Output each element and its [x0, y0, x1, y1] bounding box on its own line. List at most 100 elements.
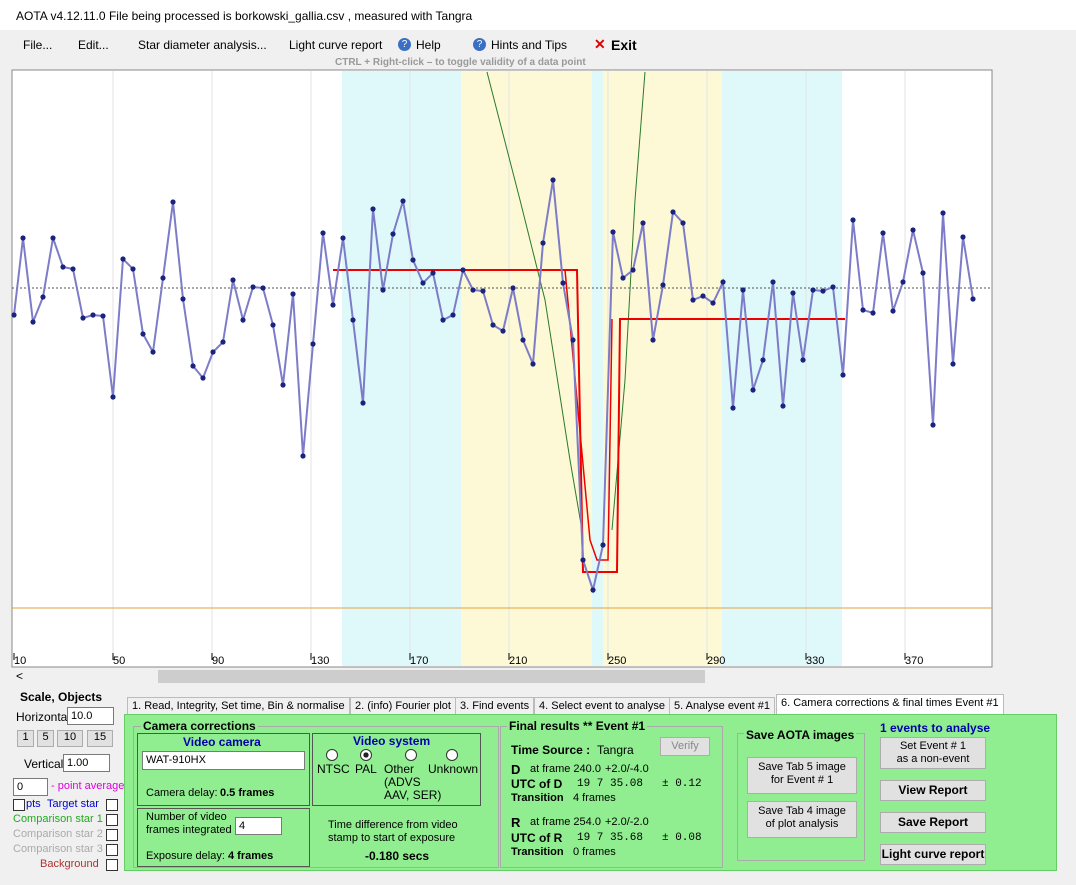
data-point: [70, 266, 76, 272]
scale-button[interactable]: 15: [87, 730, 113, 747]
data-point: [360, 400, 366, 406]
radio[interactable]: [446, 749, 458, 761]
object-checkbox[interactable]: [106, 844, 118, 856]
data-point: [630, 267, 636, 273]
vertical-input[interactable]: 1.00: [63, 754, 110, 772]
horizontal-input[interactable]: 10.0: [67, 707, 114, 725]
data-point: [230, 277, 236, 283]
scale-button[interactable]: 1: [17, 730, 34, 747]
menu-light-curve[interactable]: Light curve report: [289, 38, 383, 52]
camera-select[interactable]: WAT-910HX: [142, 751, 305, 770]
data-point: [760, 357, 766, 363]
utc-r-error: ± 0.08: [662, 832, 702, 844]
menu-star-diameter[interactable]: Star diameter analysis...: [138, 38, 267, 52]
data-point: [490, 322, 496, 328]
system-label: Other: [384, 762, 415, 776]
data-point: [220, 339, 226, 345]
menu-exit[interactable]: Exit: [611, 37, 637, 53]
object-checkbox[interactable]: [106, 859, 118, 871]
data-point: [330, 302, 336, 308]
save-tab4-button[interactable]: Save Tab 4 image of plot analysis: [747, 801, 857, 838]
data-point: [910, 227, 916, 233]
save-tab5-button[interactable]: Save Tab 5 image for Event # 1: [747, 757, 857, 794]
data-point: [210, 349, 216, 355]
camera-delay: 0.5 frames: [220, 787, 275, 799]
data-point: [790, 290, 796, 296]
object-checkbox[interactable]: [106, 799, 118, 811]
data-point: [740, 287, 746, 293]
time-diff-label: stamp to start of exposure: [328, 832, 456, 844]
scale-button[interactable]: 5: [37, 730, 54, 747]
menu-hints[interactable]: Hints and Tips: [491, 38, 568, 52]
system-label: Unknown: [428, 762, 479, 776]
data-point: [350, 317, 356, 323]
radio[interactable]: [326, 749, 338, 761]
tab-active[interactable]: 6. Camera corrections & final times Even…: [776, 694, 1004, 715]
video-system-group: [312, 733, 481, 806]
tab[interactable]: 3. Find events: [455, 697, 535, 715]
data-point: [600, 542, 606, 548]
x-tick-label: 90: [212, 655, 224, 667]
tab[interactable]: 1. Read, Integrity, Set time, Bin & norm…: [127, 697, 350, 715]
menu-help[interactable]: Help: [416, 38, 441, 52]
transition-label: Transition: [511, 792, 564, 804]
view-report-button[interactable]: View Report: [880, 780, 986, 801]
data-point: [480, 288, 486, 294]
save-report-button[interactable]: Save Report: [880, 812, 986, 833]
non-event-button[interactable]: Set Event # 1 as a non-event: [880, 737, 986, 769]
data-point: [650, 337, 656, 343]
lc-report-button[interactable]: Light curve report: [880, 844, 986, 865]
pts-label: pts: [26, 798, 41, 810]
menu-file[interactable]: File...: [23, 38, 53, 52]
data-point: [90, 312, 96, 318]
x-tick-label: 10: [14, 655, 26, 667]
data-point: [730, 405, 736, 411]
system-note: AAV, SER): [384, 788, 442, 802]
x-tick-label: 170: [410, 655, 428, 667]
object-checkbox[interactable]: [106, 814, 118, 826]
utc-d-error: ± 0.12: [662, 778, 702, 790]
menu-edit[interactable]: Edit...: [78, 38, 109, 52]
time-diff: -0.180 secs: [365, 849, 430, 863]
camera-heading: Camera corrections: [141, 719, 258, 733]
data-point: [540, 240, 546, 246]
radio[interactable]: [405, 749, 417, 761]
hint: CTRL + Right-click – to toggle validity …: [335, 57, 586, 68]
pts-checkbox[interactable]: [13, 799, 25, 811]
frames-select[interactable]: 4: [235, 817, 282, 835]
verify-button[interactable]: Verify: [660, 737, 710, 756]
tab[interactable]: 2. (info) Fourier plot: [350, 697, 456, 715]
object-checkbox[interactable]: [106, 829, 118, 841]
data-point: [810, 287, 816, 293]
exposure-delay: 4 frames: [228, 850, 274, 862]
data-point: [170, 199, 176, 205]
data-point: [970, 296, 976, 302]
video-camera-group: [137, 733, 310, 806]
data-point: [950, 361, 956, 367]
horizontal-label: Horizontal: [16, 710, 71, 724]
data-point: [20, 235, 26, 241]
data-point: [460, 267, 466, 273]
data-point: [420, 280, 426, 286]
data-point: [250, 284, 256, 290]
data-point: [700, 293, 706, 299]
data-point: [960, 234, 966, 240]
radio-selected[interactable]: [360, 749, 372, 761]
tab[interactable]: 5. Analyse event #1: [669, 697, 776, 715]
scroll-left[interactable]: <: [16, 669, 24, 683]
data-point: [690, 297, 696, 303]
data-point: [320, 230, 326, 236]
button-line: as a non-event: [896, 753, 970, 765]
data-point: [430, 270, 436, 276]
d-range: +2.0/-4.0: [605, 763, 649, 775]
events-heading: 1 events to analyse: [880, 721, 991, 735]
data-point: [100, 313, 106, 319]
data-point: [500, 328, 506, 334]
save-heading: Save AOTA images: [744, 728, 857, 742]
data-point: [40, 294, 46, 300]
tab[interactable]: 4. Select event to analyse: [534, 697, 670, 715]
data-point: [450, 312, 456, 318]
point-average-select[interactable]: 0: [13, 778, 48, 796]
scale-button[interactable]: 10: [57, 730, 83, 747]
